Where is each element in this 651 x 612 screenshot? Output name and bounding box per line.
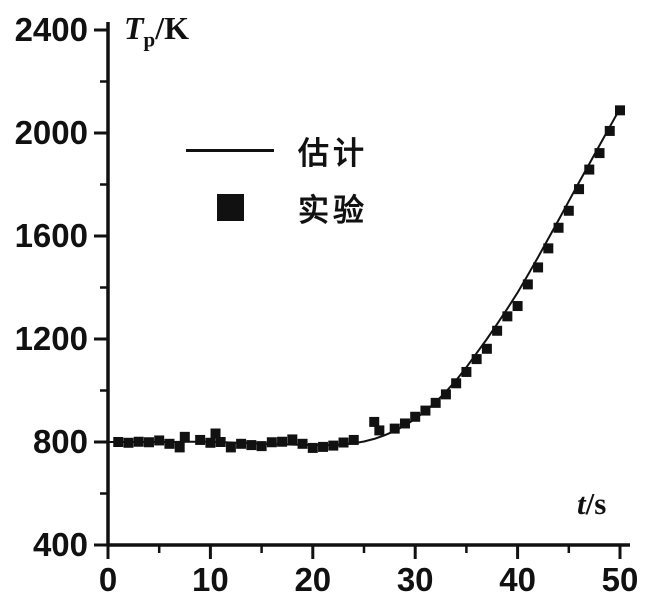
y-tick-label: 1200 bbox=[15, 320, 88, 357]
x-axis-symbol: t bbox=[577, 486, 586, 521]
legend-item-estimate: 估计 bbox=[186, 128, 368, 173]
experiment-point bbox=[533, 262, 544, 273]
experiment-point bbox=[287, 434, 298, 445]
experiment-point bbox=[338, 437, 349, 448]
x-axis-label: t/s bbox=[577, 486, 606, 522]
x-tick-label: 30 bbox=[397, 561, 434, 598]
legend-label-estimate: 估计 bbox=[298, 136, 368, 171]
experiment-point bbox=[215, 437, 226, 447]
x-tick-label: 50 bbox=[602, 561, 639, 598]
x-tick-label: 40 bbox=[499, 561, 536, 598]
experiment-point bbox=[492, 325, 503, 336]
experiment-point bbox=[318, 441, 329, 452]
experiment-point bbox=[256, 441, 267, 452]
y-tick-label: 1600 bbox=[15, 217, 88, 254]
legend: 估计 实验 bbox=[186, 128, 368, 230]
experiment-point bbox=[451, 378, 462, 389]
experiment-point bbox=[461, 366, 472, 377]
experiment-point bbox=[123, 437, 134, 448]
experiment-point bbox=[369, 416, 380, 427]
y-tick-label: 400 bbox=[33, 526, 88, 563]
experiment-point bbox=[512, 301, 523, 312]
y-tick-label: 800 bbox=[33, 423, 88, 460]
x-axis-unit: /s bbox=[585, 486, 607, 521]
experiment-point bbox=[143, 437, 154, 448]
line-marker-icon bbox=[186, 149, 274, 152]
y-axis-label: Tp/K bbox=[124, 10, 189, 52]
experiment-point bbox=[154, 435, 165, 446]
x-tick-label: 20 bbox=[294, 561, 331, 598]
experiment-point bbox=[543, 243, 554, 254]
experiment-point bbox=[410, 411, 421, 422]
legend-line-sample bbox=[186, 149, 274, 152]
experiment-point bbox=[471, 354, 482, 365]
y-axis-symbol: T bbox=[124, 10, 144, 46]
experiment-point bbox=[225, 442, 236, 453]
experiment-point bbox=[210, 428, 221, 439]
experiment-point bbox=[195, 434, 206, 445]
experiment-point bbox=[430, 397, 441, 408]
experiment-point bbox=[266, 437, 277, 448]
legend-item-experiment: 实验 bbox=[186, 185, 368, 230]
experiment-point bbox=[553, 222, 564, 233]
experiment-point bbox=[277, 436, 288, 447]
y-tick-label: 2000 bbox=[15, 114, 88, 151]
experiment-point bbox=[205, 437, 216, 448]
legend-label-experiment: 实验 bbox=[298, 193, 368, 228]
x-tick-label: 0 bbox=[99, 561, 117, 598]
experiment-point bbox=[297, 438, 308, 449]
experiment-point bbox=[574, 184, 585, 195]
experiment-point bbox=[502, 311, 513, 322]
experiment-point bbox=[563, 205, 574, 216]
experiment-point bbox=[584, 164, 595, 175]
y-axis-subscript: p bbox=[143, 27, 156, 52]
experiment-point bbox=[236, 438, 247, 449]
experiment-point bbox=[389, 423, 400, 434]
y-tick-label: 2400 bbox=[15, 11, 88, 48]
experiment-point bbox=[420, 405, 431, 416]
experiment-point bbox=[440, 389, 451, 400]
experiment-point bbox=[594, 148, 605, 159]
experiment-point bbox=[399, 418, 410, 429]
legend-square-sample bbox=[186, 194, 274, 221]
experiment-point bbox=[374, 425, 385, 436]
square-marker-icon bbox=[216, 194, 244, 221]
y-axis-unit: /K bbox=[155, 10, 190, 46]
experiment-point bbox=[522, 279, 533, 290]
experiment-point bbox=[246, 440, 257, 451]
experiment-point bbox=[133, 436, 144, 447]
experiment-point bbox=[113, 437, 124, 447]
experiment-point bbox=[615, 105, 625, 116]
experiment-point bbox=[164, 438, 175, 449]
x-tick-label: 10 bbox=[192, 561, 229, 598]
experiment-point bbox=[348, 434, 359, 445]
experiment-point bbox=[481, 343, 492, 354]
experiment-point bbox=[179, 431, 190, 442]
experiment-point bbox=[307, 442, 318, 453]
experiment-point bbox=[604, 125, 615, 136]
experiment-point bbox=[328, 440, 339, 451]
experiment-point bbox=[174, 442, 185, 453]
